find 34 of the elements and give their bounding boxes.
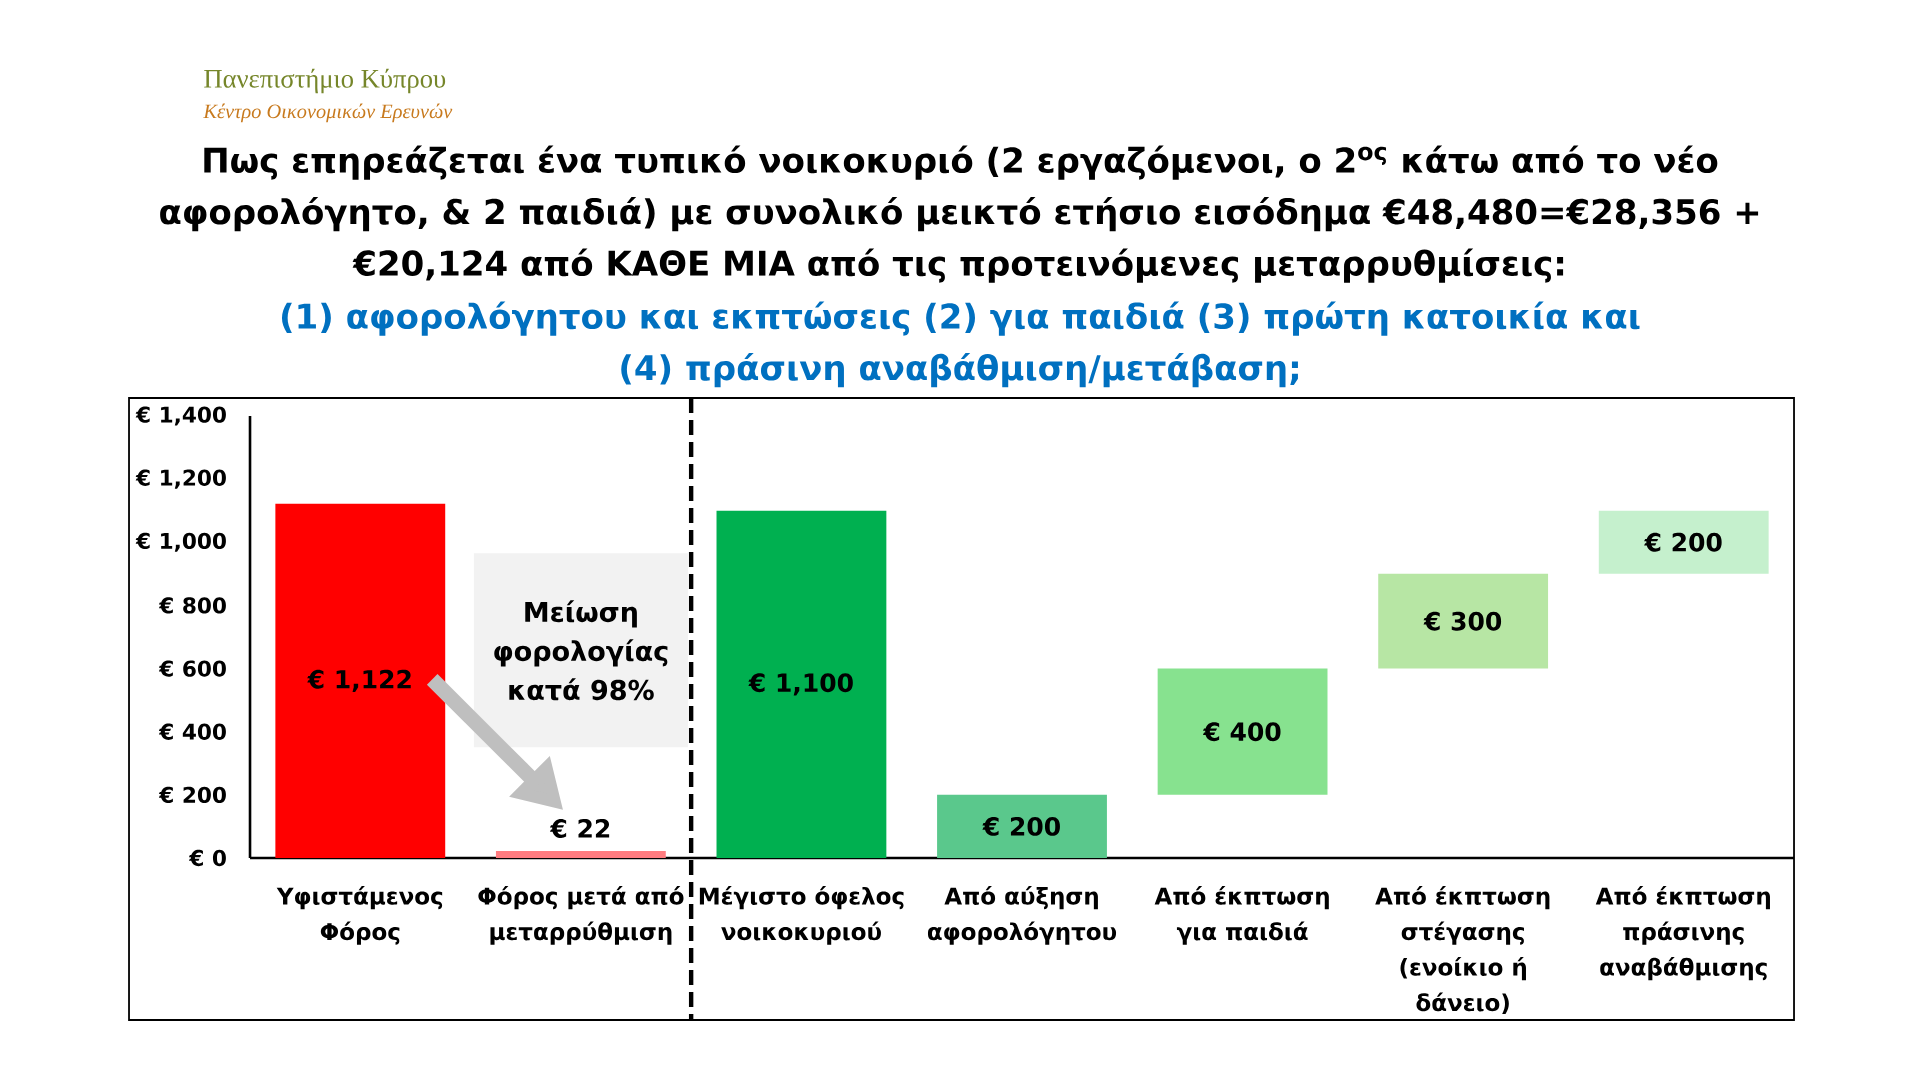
bar — [1378, 573, 1549, 669]
bar — [495, 851, 666, 858]
y-tick-label: € 800 — [158, 597, 226, 614]
data-label: € 300 — [1423, 611, 1502, 631]
chart-title: Πως επηρεάζεται ένα τυπικό νοικοκυριό (2 εργαζόμενοι, ο 2$^{ος}$ κάτω από το νέο αφορολόγητο, & 2 παιδιά) με συνολικό μεικτό ετήσιο εισόδημα €48,480=€28,356 + €20,124 από ΚΑΘΕ ΜΙΑ από τις προτεινόμενες μεταρρυθμίσεις: — [160, 145, 1759, 283]
bar — [716, 510, 887, 858]
x-tick-label: Από έκπτωση για παιδιά — [1154, 886, 1329, 945]
text: Πανεπιστήμιο Κύπρου — [204, 68, 446, 94]
data-label: € 22 — [549, 819, 610, 838]
x-tick-label: Από έκπτωση στέγασης (ενοίκιο ή δάνειο) — [1375, 886, 1550, 1014]
x-tick-label: Υφιστάμενος Φόρος — [276, 886, 443, 945]
y-tick-label: € 1,200 — [135, 469, 226, 489]
data-label: € 200 — [982, 816, 1060, 836]
data-label: € 200 — [1644, 532, 1722, 552]
y-tick-label: € 1,400 — [135, 406, 226, 426]
x-tick-label: Από έκπτωση πράσινης αναβάθμισης — [1595, 886, 1770, 981]
data-label: € 400 — [1202, 722, 1281, 742]
bar — [1157, 668, 1328, 795]
annotation: Μείωση φορολογίας κατά 98% — [494, 600, 668, 701]
bar — [937, 794, 1107, 858]
y-tick-label: € 200 — [158, 786, 226, 804]
x-tick-label: Φόρος μετά από μεταρρύθμιση — [478, 886, 684, 945]
y-tick-label: € 0 — [188, 849, 226, 867]
y-tick-label: € 400 — [158, 723, 226, 740]
bar — [275, 503, 446, 858]
chart-subtitle: (1) αφορολόγητου και εκπτώσεις (2) για παιδιά (3) πρώτη κατοικία και (4) πράσινη αναβάθμιση/μετάβαση; — [281, 301, 1640, 388]
x-tick-label: Από αύξηση αφορολόγητου — [927, 886, 1117, 945]
x-tick-label: Μέγιστο όφελος νοικοκυριού — [699, 886, 904, 945]
y-tick-label: € 600 — [158, 660, 226, 677]
data-label: € 1,100 — [748, 673, 853, 696]
bar — [1598, 510, 1769, 574]
data-label: € 1,122 — [307, 669, 411, 692]
y-tick-label: € 1,000 — [135, 532, 226, 552]
text: Κέντρο Οικονομικών Ερευνών — [203, 103, 453, 123]
